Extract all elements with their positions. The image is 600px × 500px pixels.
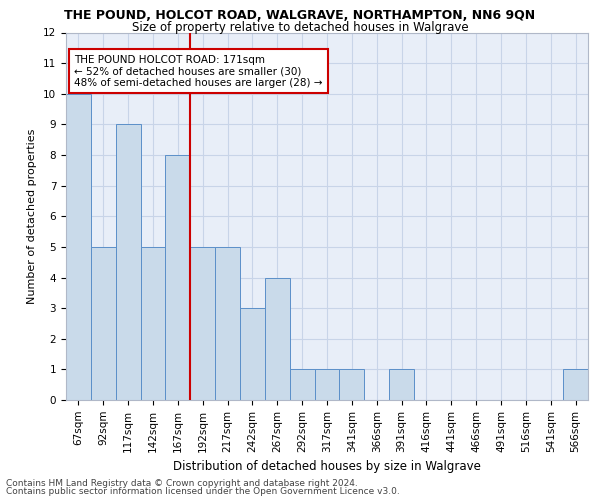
Bar xyxy=(290,370,314,400)
Bar xyxy=(166,155,190,400)
Bar xyxy=(66,94,91,400)
Y-axis label: Number of detached properties: Number of detached properties xyxy=(28,128,37,304)
Bar xyxy=(314,370,340,400)
Bar xyxy=(340,370,364,400)
Bar xyxy=(389,370,414,400)
X-axis label: Distribution of detached houses by size in Walgrave: Distribution of detached houses by size … xyxy=(173,460,481,473)
Bar xyxy=(240,308,265,400)
Text: Contains public sector information licensed under the Open Government Licence v3: Contains public sector information licen… xyxy=(6,487,400,496)
Text: THE POUND HOLCOT ROAD: 171sqm
← 52% of detached houses are smaller (30)
48% of s: THE POUND HOLCOT ROAD: 171sqm ← 52% of d… xyxy=(74,54,322,88)
Text: Size of property relative to detached houses in Walgrave: Size of property relative to detached ho… xyxy=(131,21,469,34)
Bar xyxy=(91,247,116,400)
Bar xyxy=(140,247,166,400)
Bar xyxy=(190,247,215,400)
Bar xyxy=(265,278,290,400)
Text: Contains HM Land Registry data © Crown copyright and database right 2024.: Contains HM Land Registry data © Crown c… xyxy=(6,478,358,488)
Text: THE POUND, HOLCOT ROAD, WALGRAVE, NORTHAMPTON, NN6 9QN: THE POUND, HOLCOT ROAD, WALGRAVE, NORTHA… xyxy=(64,9,536,22)
Bar xyxy=(563,370,588,400)
Bar xyxy=(116,124,140,400)
Bar xyxy=(215,247,240,400)
